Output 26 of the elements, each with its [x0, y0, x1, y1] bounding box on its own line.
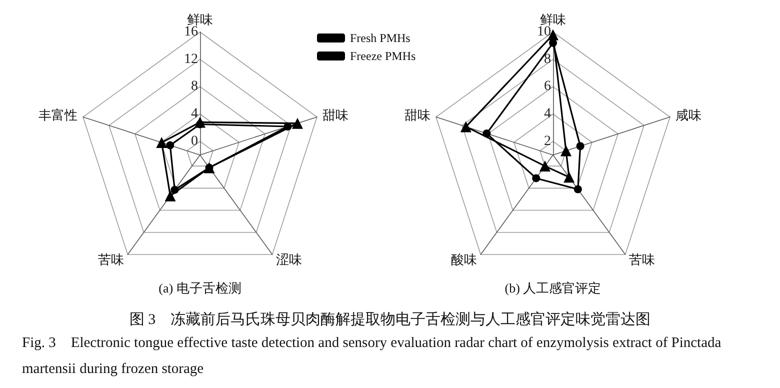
y-tick-label: 8: [191, 79, 198, 94]
legend-label: Fresh PMHs: [350, 31, 411, 45]
spoke-label: 涩味: [276, 252, 302, 267]
y-tick-label: 2: [544, 134, 551, 149]
y-tick-label: 4: [544, 106, 551, 122]
spoke-label: 甜味: [322, 108, 349, 123]
text: (a) 电子舌检测: [158, 280, 242, 296]
spoke-label: 苦味: [628, 252, 655, 267]
caption: 图 3 冻藏前后马氏珠母贝肉酶解提取物电子舌检测与人工感官评定味觉雷达图: [128, 310, 652, 329]
spoke-label: 咸味: [676, 108, 702, 123]
text: (b) 人工感官评定: [504, 280, 602, 296]
spoke-label: 鲜味: [540, 12, 566, 27]
y-tick-label: 4: [191, 106, 198, 122]
spoke-label: 甜味: [404, 108, 430, 123]
legend-label: Freeze PMHs: [350, 49, 416, 63]
y-tick-label: 16: [184, 24, 198, 40]
y-tick-label: 0: [191, 134, 198, 149]
y-tick-label: 12: [184, 52, 198, 67]
spoke-label: 苦味: [98, 252, 124, 267]
y-tick-label: 6: [544, 79, 551, 94]
y-tick-label: 8: [544, 52, 551, 67]
y-tick-label: 10: [537, 24, 551, 40]
spoke-label: 鲜味: [187, 12, 213, 27]
spoke-label: 丰富性: [38, 108, 78, 123]
caption: Fig. 3 Electronic tongue effective taste detection and sensory evaluation radar chart of enzymolysis extract of Pinctada martensii during frozen storage: [22, 334, 722, 379]
spoke-label: 酸味: [451, 252, 478, 267]
